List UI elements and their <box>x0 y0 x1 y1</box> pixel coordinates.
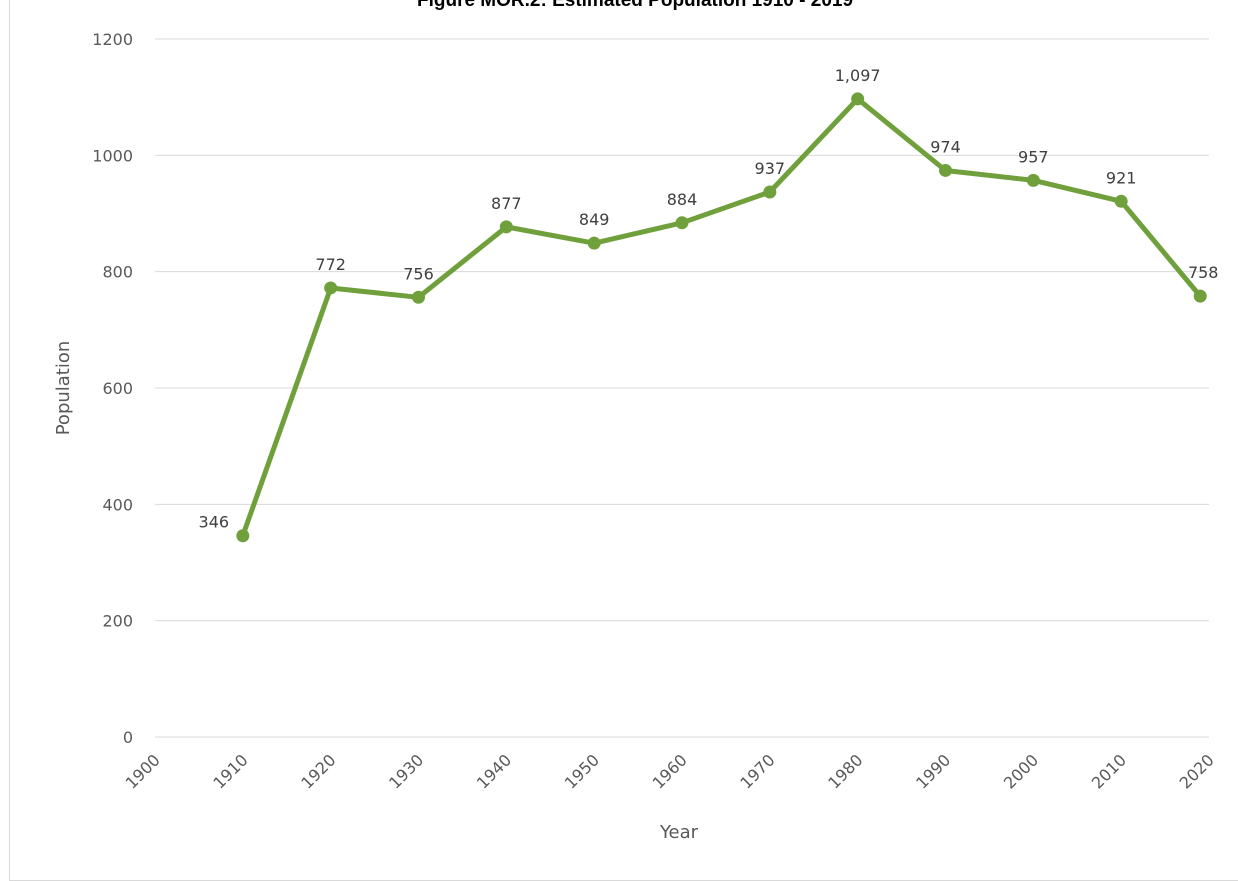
data-point-1960 <box>675 216 689 230</box>
x-tick-label-1930: 1930 <box>385 750 427 792</box>
data-point-1930 <box>412 290 425 304</box>
y-tick-label-400: 400 <box>102 495 133 514</box>
x-tick-label-1960: 1960 <box>649 750 691 792</box>
y-tick-label-600: 600 <box>102 379 133 398</box>
x-tick-label-1970: 1970 <box>736 750 778 792</box>
x-tick-label-1920: 1920 <box>297 750 339 792</box>
data-point-2010 <box>1114 194 1128 208</box>
data-label-1920: 772 <box>315 255 346 274</box>
data-point-2019 <box>1193 289 1207 303</box>
data-label-2010: 921 <box>1106 168 1137 187</box>
data-label-1940: 877 <box>491 194 522 213</box>
x-tick-label-2020: 2020 <box>1176 750 1218 792</box>
data-label-1910: 346 <box>199 513 230 532</box>
y-axis-ticks: 0 200 400 600 800 1000 1200 <box>92 30 133 747</box>
data-label-1970: 937 <box>755 159 786 178</box>
chart-frame <box>9 0 1238 881</box>
data-point-2000 <box>1026 173 1040 187</box>
data-point-1970 <box>763 185 777 199</box>
x-tick-label-1950: 1950 <box>561 750 603 792</box>
data-label-1930: 756 <box>403 264 434 283</box>
series-line <box>240 96 1203 539</box>
data-point-1920 <box>324 281 338 295</box>
data-point-1980 <box>851 92 865 106</box>
x-tick-label-1990: 1990 <box>912 750 954 792</box>
data-label-2019: 758 <box>1188 263 1219 282</box>
y-tick-label-800: 800 <box>102 263 133 282</box>
data-label-1950: 849 <box>579 210 610 229</box>
data-point-1940 <box>499 220 513 234</box>
x-tick-label-2000: 2000 <box>1000 750 1042 792</box>
series-population <box>236 92 1207 543</box>
chart-title: Figure MOR.2: Estimated Population 1910 … <box>417 0 853 11</box>
x-tick-label-1910: 1910 <box>209 750 251 792</box>
data-point-1950 <box>587 236 601 250</box>
data-label-1960: 884 <box>667 190 698 209</box>
x-tick-label-1980: 1980 <box>824 750 866 792</box>
x-axis-title: Year <box>659 822 699 843</box>
gridlines <box>155 38 1209 738</box>
y-tick-label-1200: 1200 <box>92 30 133 49</box>
x-tick-label-1940: 1940 <box>473 750 515 792</box>
y-tick-label-200: 200 <box>102 612 133 631</box>
y-tick-label-0: 0 <box>123 728 133 747</box>
data-label-2000: 957 <box>1018 147 1049 166</box>
y-axis-title: Population <box>53 341 74 436</box>
data-label-1980: 1,097 <box>835 66 881 85</box>
data-labels: 346 772 756 877 849 884 937 1,097 974 957 921 758 <box>199 66 1219 532</box>
data-label-1990: 974 <box>930 137 961 156</box>
y-tick-label-1000: 1000 <box>92 146 133 165</box>
x-axis-ticks: 1900 1910 1920 1930 1940 1950 1960 1970 1980 1990… <box>122 750 1218 792</box>
data-point-1990 <box>939 163 952 177</box>
x-tick-label-1900: 1900 <box>122 750 164 792</box>
x-tick-label-2010: 2010 <box>1088 750 1130 792</box>
data-point-1910 <box>236 529 250 543</box>
